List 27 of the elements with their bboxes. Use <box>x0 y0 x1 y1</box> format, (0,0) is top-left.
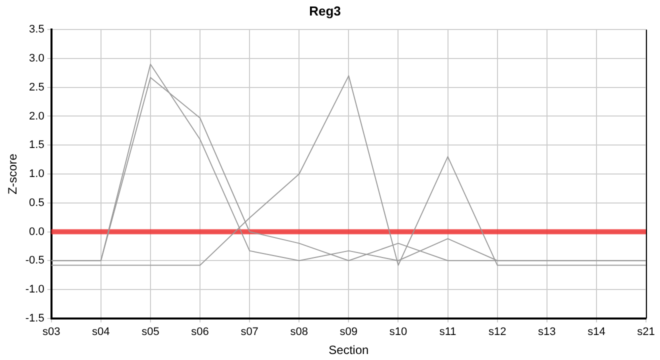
x-tick-label: s14 <box>588 326 606 338</box>
x-tick-label: s04 <box>92 326 110 338</box>
x-tick-label: s03 <box>42 326 60 338</box>
x-tick-label: s12 <box>488 326 506 338</box>
y-tick-label: 1.5 <box>29 139 44 152</box>
y-tick-label: 0.5 <box>29 196 44 209</box>
y-tick-label: 2.0 <box>29 110 44 122</box>
y-tick-label: -0.5 <box>25 254 44 267</box>
y-tick-label: 0.0 <box>29 226 44 238</box>
x-tick-label: s10 <box>389 326 408 338</box>
x-tick-label: s05 <box>142 326 160 338</box>
x-tick-label: s11 <box>439 326 456 338</box>
y-tick-label: 2.5 <box>29 81 44 94</box>
y-axis-title: Z-score <box>6 153 20 194</box>
x-tick-label: s21 <box>637 326 655 338</box>
y-tick-label: -1.5 <box>25 312 44 324</box>
chart-title: Reg3 <box>309 3 341 18</box>
y-tick-label: -1.0 <box>25 284 44 296</box>
x-tick-label: s06 <box>191 326 209 338</box>
y-tick-label: 3.5 <box>29 24 44 36</box>
y-tick-label: 3.0 <box>29 52 44 65</box>
x-tick-label: s13 <box>538 326 556 338</box>
x-axis-title: Section <box>328 343 369 358</box>
x-tick-label: s07 <box>240 326 258 338</box>
x-tick-label: s09 <box>340 326 358 338</box>
x-tick-label: s08 <box>290 326 308 338</box>
y-tick-label: 1.0 <box>29 168 44 180</box>
